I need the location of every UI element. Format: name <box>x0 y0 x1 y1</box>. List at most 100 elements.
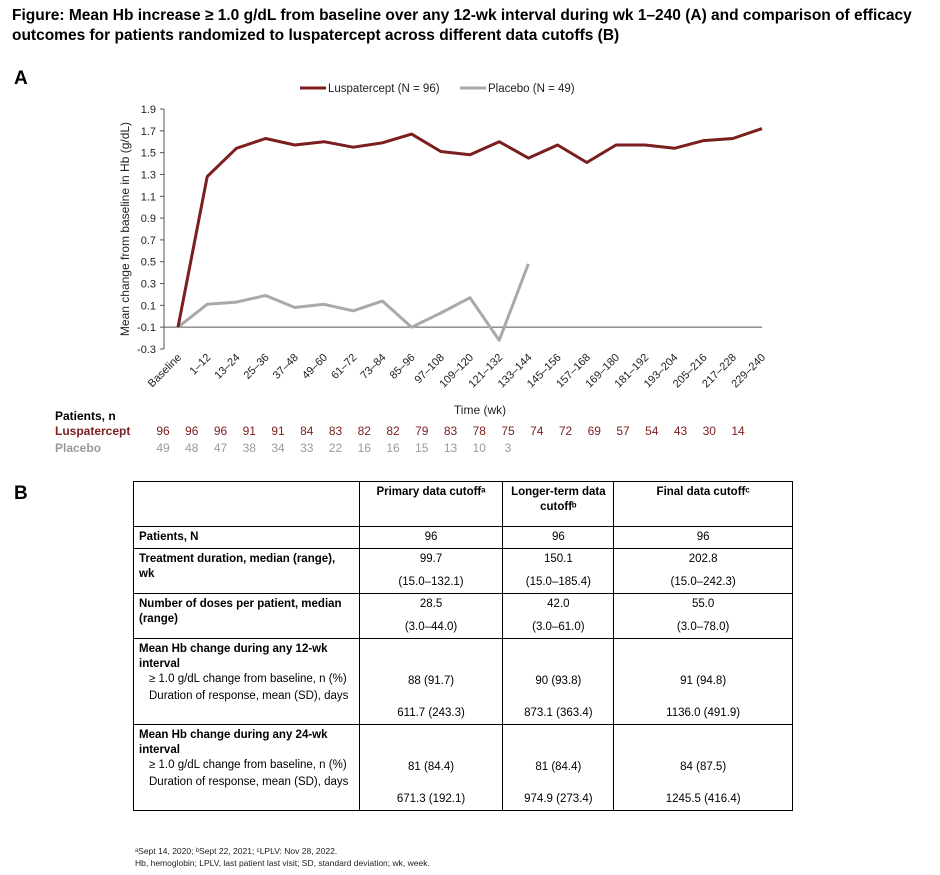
table-cell: 81 (84.4) 974.9 (273.4) <box>502 724 615 811</box>
cell-range: (3.0–44.0) <box>404 621 458 633</box>
patients-count: 13 <box>443 441 458 455</box>
y-tick-label: -0.3 <box>137 344 156 356</box>
table-cell: 28.5 (3.0–44.0) <box>358 593 504 639</box>
patients-count: 78 <box>472 424 486 438</box>
patients-count: 82 <box>386 424 400 438</box>
efficacy-header-blank <box>133 481 360 527</box>
cell-value: 55.0 <box>691 598 715 610</box>
panel-a-label: A <box>14 68 28 89</box>
y-tick-label: 1.3 <box>141 169 156 181</box>
luspatercept-line <box>176 127 763 328</box>
patients-count: 83 <box>328 424 343 438</box>
patients-count: 96 <box>156 424 170 438</box>
patients-table-header: Patients, n <box>55 409 116 423</box>
cell-value: 81 (84.4) <box>535 761 582 773</box>
line-chart: Luspatercept (N = 96) Placebo (N = 49) 1.… <box>118 83 768 417</box>
cell-value: 611.7 (243.3) <box>397 707 465 719</box>
table-cell: 90 (93.8) 873.1 (363.4) <box>502 638 615 725</box>
x-tick-label: 49–60 <box>300 352 330 382</box>
cell-value: 99.7 <box>419 553 443 565</box>
x-tick-label: 25–36 <box>242 352 272 382</box>
footnote-dates: ᵃSept 14, 2020; ᵇSept 22, 2021; ᶜLPLV: N… <box>135 846 338 856</box>
chart-series <box>176 127 763 342</box>
patients-count: 48 <box>185 441 199 455</box>
footnote-abbreviations: Hb, hemoglobin; LPLV, last patient last … <box>135 858 430 868</box>
table-cell: 99.7 (15.0–132.1) <box>358 548 504 594</box>
patients-row-label: Placebo <box>55 441 102 455</box>
table-cell: 84 (87.5) 1245.5 (416.4) <box>613 724 793 811</box>
table-cell: 81 (84.4) 671.3 (192.1) <box>358 724 504 811</box>
section-title-12wk: Mean Hb change during any 12-wk interval <box>139 643 328 670</box>
table-row: Number of doses per patient, median (ran… <box>133 593 793 639</box>
sub-label: Duration of response, mean (SD), days <box>149 776 349 788</box>
patients-count: 79 <box>415 424 429 438</box>
cell-range: (3.0–61.0) <box>532 621 585 633</box>
table-cell: 150.1 (15.0–185.4) <box>502 548 615 594</box>
col-header-final: Final data cutoffᶜ <box>613 481 793 527</box>
y-tick-label: 0.5 <box>141 257 156 269</box>
patients-count: 54 <box>645 424 659 438</box>
x-tick-label: 37–48 <box>271 352 301 382</box>
section-title-24wk: Mean Hb change during any 24-wk interval <box>139 729 328 756</box>
efficacy-table: Primary data cutoffᵃ Longer-term data cu… <box>133 481 793 811</box>
y-tick-label: 1.1 <box>141 191 156 203</box>
cell-value: 671.3 (192.1) <box>396 793 466 805</box>
cell-value: 1136.0 (491.9) <box>666 707 741 719</box>
cell-range: (15.0–132.1) <box>398 576 464 588</box>
y-axis-label: Mean change from baseline in Hb (g/dL) <box>118 122 132 336</box>
patients-count: 83 <box>443 424 458 438</box>
patients-count: 14 <box>731 424 745 438</box>
table-row: Patients, N 96 96 96 <box>133 526 793 549</box>
patients-count: 30 <box>702 424 716 438</box>
patients-count: 16 <box>386 441 400 455</box>
patients-count: 74 <box>530 424 544 438</box>
cell-value: 28.5 <box>419 598 443 610</box>
table-cell: 55.0 (3.0–78.0) <box>613 593 793 639</box>
table-cell: 42.0 (3.0–61.0) <box>502 593 615 639</box>
cell-value: 81 (84.4) <box>408 761 455 773</box>
patients-count: 69 <box>587 424 601 438</box>
patients-row-placebo: Placebo 49 48 47 38 34 33 22 16 16 15 13 10 3 <box>0 441 940 457</box>
patients-count: 72 <box>558 424 573 438</box>
patients-count: 34 <box>271 441 285 455</box>
cell-value: 84 (87.5) <box>680 761 727 773</box>
x-tick-label: 73–84 <box>358 352 388 382</box>
patients-count: 15 <box>415 441 429 455</box>
row-label-patients: Patients, N <box>133 526 360 549</box>
y-tick-label: 0.3 <box>141 279 156 291</box>
legend-label-placebo: Placebo (N = 49) <box>488 83 575 95</box>
cell-value: 202.8 <box>688 553 718 565</box>
y-tick-label: 0.1 <box>141 300 156 312</box>
x-tick-label: 61–72 <box>329 352 359 382</box>
patients-count: 3 <box>504 441 512 455</box>
x-tick-label: 13–24 <box>212 352 242 382</box>
section-12wk: Mean Hb change during any 12-wk interval… <box>133 638 360 725</box>
panel-b-label: B <box>14 483 28 504</box>
legend-label-luspatercept: Luspatercept (N = 96) <box>328 83 440 95</box>
patients-count: 38 <box>242 441 256 455</box>
patients-count: 91 <box>242 424 256 438</box>
patients-count: 75 <box>501 424 515 438</box>
x-axis-label: Time (wk) <box>454 403 506 417</box>
cell-value: 974.9 (273.4) <box>524 793 593 805</box>
patients-row-label: Luspatercept <box>55 424 131 438</box>
patients-count: 43 <box>673 424 688 438</box>
table-row: Mean Hb change during any 12-wk interval… <box>133 638 793 725</box>
y-tick-label: -0.1 <box>137 322 156 334</box>
table-cell: 96 <box>502 526 615 549</box>
table-cell: 202.8 (15.0–242.3) <box>613 548 793 594</box>
y-tick-label: 0.7 <box>141 235 156 247</box>
chart-legend: Luspatercept (N = 96) Placebo (N = 49) <box>300 83 575 95</box>
col-header-longer-term: Longer-term data cutoffᵇ <box>502 481 615 527</box>
sub-label: ≥ 1.0 g/dL change from baseline, n (%) <box>149 759 347 771</box>
table-cell: 96 <box>358 526 504 549</box>
cell-value: 90 (93.8) <box>535 675 582 687</box>
patients-count: 91 <box>271 424 285 438</box>
table-row: Mean Hb change during any 24-wk interval… <box>133 724 793 811</box>
placebo-line <box>177 263 530 342</box>
patients-count: 47 <box>213 441 228 455</box>
sub-label: Duration of response, mean (SD), days <box>149 690 349 702</box>
table-cell: 96 <box>613 526 793 549</box>
patients-row-luspatercept: Luspatercept 96 96 96 91 91 84 83 82 82 79 83 78 75 74… <box>0 424 940 440</box>
cell-value: 150.1 <box>543 553 573 565</box>
